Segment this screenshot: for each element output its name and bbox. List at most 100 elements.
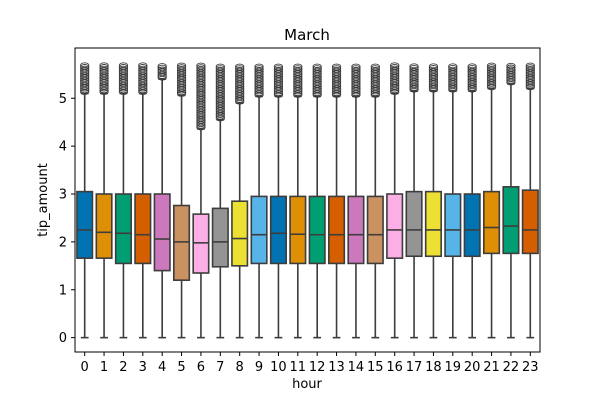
box-group (308, 63, 326, 339)
x-tick-label: 17 (406, 360, 423, 375)
outlier-point (351, 65, 361, 71)
box-group (289, 63, 307, 339)
outlier-point (448, 65, 458, 71)
box (269, 195, 287, 265)
outlier-point (486, 65, 497, 72)
y-tick-label: 2 (59, 235, 67, 250)
outlier-point (196, 65, 206, 72)
chart-title: March (284, 26, 330, 44)
x-tick-label: 3 (139, 360, 147, 375)
outlier-point (390, 62, 400, 69)
box (502, 186, 520, 255)
outlier-point (138, 62, 148, 69)
box-group (502, 62, 520, 339)
outlier-point (215, 63, 225, 70)
x-tick-label: 0 (81, 360, 89, 375)
x-tick-label: 16 (386, 360, 403, 375)
box-group (347, 63, 365, 339)
outlier-point (196, 62, 206, 69)
outlier-point (331, 65, 342, 71)
box-group (211, 63, 229, 339)
y-tick-label: 3 (59, 188, 67, 203)
box (347, 195, 365, 265)
x-tick-label: 15 (367, 360, 384, 375)
outlier-point (99, 62, 109, 69)
box-group (192, 62, 210, 339)
outlier-point (331, 63, 342, 70)
box-group (444, 63, 462, 339)
outlier-point (506, 64, 516, 71)
x-tick-label: 22 (503, 360, 520, 375)
outlier-point (196, 64, 206, 70)
box-group (134, 62, 152, 339)
outlier-point (370, 66, 380, 73)
box-group (173, 62, 191, 339)
outlier-point (486, 64, 497, 70)
outlier-point (428, 63, 439, 70)
box (250, 195, 268, 265)
x-tick-label: 21 (483, 360, 500, 375)
x-tick-label: 9 (255, 360, 263, 375)
box-group (250, 63, 268, 339)
outlier-point (448, 66, 458, 73)
outlier-point (525, 65, 535, 72)
outlier-point (99, 64, 109, 70)
box (328, 195, 346, 265)
box-group (386, 62, 404, 339)
outlier-point (370, 65, 380, 71)
box-group (114, 62, 132, 339)
outlier-point (254, 65, 264, 71)
outlier-point (254, 63, 264, 70)
box-group (366, 63, 384, 339)
outlier-point (409, 66, 419, 73)
outlier-point (157, 63, 167, 69)
x-axis: 0 1 2 3 4 5 6 7 8 9 10 11 12 13 14 15 16 17 18 19 20 21 22 23 (81, 352, 539, 375)
outlier-point (138, 65, 148, 72)
box-group (153, 63, 171, 339)
x-tick-label: 12 (309, 360, 326, 375)
box (366, 195, 384, 265)
outlier-point (506, 66, 516, 72)
x-tick-label: 7 (216, 360, 224, 375)
outlier-point (273, 63, 284, 70)
box (424, 190, 442, 258)
box (463, 193, 481, 258)
outlier-point (409, 65, 419, 71)
outlier-point (215, 65, 225, 71)
outlier-point (351, 66, 361, 73)
outlier-point (176, 65, 187, 72)
plot-frame (74, 47, 541, 353)
box (114, 193, 132, 265)
outlier-point (293, 65, 303, 71)
y-tick-label: 5 (59, 92, 67, 107)
outlier-point (118, 62, 129, 69)
x-tick-label: 18 (425, 360, 442, 375)
box (521, 189, 539, 255)
box-group (424, 63, 442, 339)
y-axis: 0 1 2 3 4 5 (59, 92, 75, 346)
outlier-point (80, 64, 90, 70)
outlier-point (118, 65, 129, 72)
outlier-point (157, 66, 167, 73)
box (386, 193, 404, 259)
x-tick-label: 14 (348, 360, 365, 375)
box-group (269, 63, 287, 339)
outlier-point (428, 65, 439, 71)
box-group (76, 62, 94, 339)
box (211, 207, 229, 268)
x-tick-label: 6 (197, 360, 205, 375)
x-tick-label: 5 (177, 360, 185, 375)
outlier-point (467, 66, 477, 73)
x-tick-label: 20 (464, 360, 481, 375)
outlier-point (467, 65, 477, 71)
x-tick-label: 13 (328, 360, 345, 375)
x-tick-label: 8 (236, 360, 244, 375)
y-tick-label: 4 (59, 140, 67, 155)
outlier-point (273, 65, 284, 71)
outlier-point (80, 62, 90, 69)
box-group (405, 63, 423, 339)
outlier-point (235, 65, 245, 71)
box (289, 195, 307, 265)
outlier-point (370, 63, 380, 70)
